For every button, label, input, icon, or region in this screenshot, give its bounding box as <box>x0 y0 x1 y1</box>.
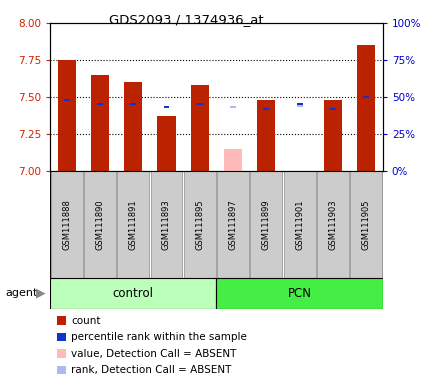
Bar <box>190 85 208 171</box>
Text: GDS2093 / 1374936_at: GDS2093 / 1374936_at <box>108 13 263 26</box>
Bar <box>296 105 302 107</box>
Bar <box>283 171 315 278</box>
Bar <box>63 99 69 101</box>
Text: GSM111891: GSM111891 <box>128 199 138 250</box>
Bar <box>117 171 149 278</box>
Text: count: count <box>71 316 101 326</box>
Bar <box>356 45 375 171</box>
Bar <box>184 171 215 278</box>
Text: GSM111901: GSM111901 <box>294 199 303 250</box>
Bar <box>230 106 236 108</box>
Bar <box>296 103 302 105</box>
Bar <box>150 171 182 278</box>
Text: GSM111905: GSM111905 <box>361 199 370 250</box>
Text: GSM111888: GSM111888 <box>62 199 71 250</box>
Text: control: control <box>112 287 153 300</box>
Bar <box>157 116 175 171</box>
Bar <box>130 103 136 105</box>
Bar <box>51 171 82 278</box>
Bar <box>250 171 282 278</box>
Text: GSM111893: GSM111893 <box>161 199 171 250</box>
Bar <box>329 108 335 110</box>
Bar <box>57 60 76 171</box>
Bar <box>217 171 248 278</box>
Text: PCN: PCN <box>287 287 311 300</box>
Bar <box>196 103 202 105</box>
Bar <box>216 278 382 309</box>
Text: ▶: ▶ <box>36 286 45 300</box>
Text: rank, Detection Call = ABSENT: rank, Detection Call = ABSENT <box>71 365 231 375</box>
Bar <box>91 75 109 171</box>
Bar <box>349 171 381 278</box>
Text: value, Detection Call = ABSENT: value, Detection Call = ABSENT <box>71 349 236 359</box>
Bar <box>362 96 368 98</box>
Text: GSM111899: GSM111899 <box>261 199 270 250</box>
Bar <box>263 108 269 110</box>
Text: GSM111897: GSM111897 <box>228 199 237 250</box>
Bar <box>256 100 275 171</box>
Bar <box>124 82 142 171</box>
Bar <box>323 100 341 171</box>
Text: percentile rank within the sample: percentile rank within the sample <box>71 332 247 342</box>
Text: GSM111903: GSM111903 <box>328 199 337 250</box>
Bar <box>316 171 348 278</box>
Bar <box>84 171 115 278</box>
Bar <box>50 278 216 309</box>
Text: GSM111895: GSM111895 <box>195 199 204 250</box>
Text: agent: agent <box>6 288 38 298</box>
Bar <box>224 149 242 171</box>
Bar <box>163 106 169 108</box>
Bar <box>97 103 103 105</box>
Text: GSM111890: GSM111890 <box>95 199 104 250</box>
